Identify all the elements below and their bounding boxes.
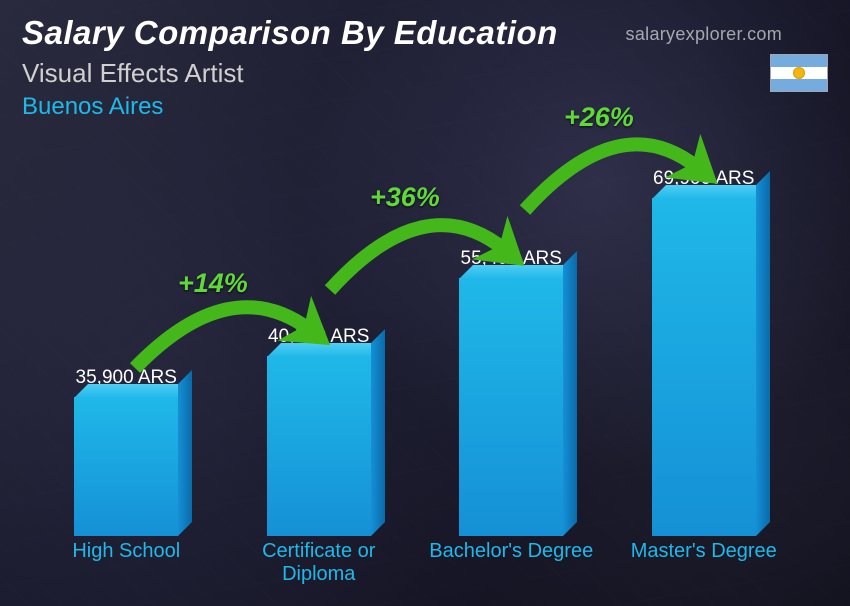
- increment-arrow-1: [330, 225, 505, 290]
- category-label: Bachelor's Degree: [421, 538, 601, 586]
- increment-label-0: +14%: [178, 268, 248, 299]
- flag-stripe-top: [771, 55, 827, 67]
- increment-arrow-2: [525, 144, 698, 210]
- category-label: Certificate or Diploma: [229, 538, 409, 586]
- category-label: Master's Degree: [614, 538, 794, 586]
- flag-argentina: [770, 54, 828, 92]
- watermark: salaryexplorer.com: [626, 24, 782, 45]
- chart-subtitle: Visual Effects Artist: [22, 58, 828, 89]
- increment-arrow-0: [135, 307, 310, 368]
- increment-label-1: +36%: [370, 182, 440, 213]
- increment-label-2: +26%: [564, 102, 634, 133]
- flag-sun-icon: [794, 68, 804, 78]
- bar-chart: 35,900 ARS 40,900 ARS 55,400 ARS 69,900 …: [30, 130, 800, 586]
- category-labels: High School Certificate or Diploma Bache…: [30, 538, 800, 586]
- category-label: High School: [36, 538, 216, 586]
- chart-location: Buenos Aires: [22, 93, 828, 121]
- flag-stripe-bottom: [771, 79, 827, 91]
